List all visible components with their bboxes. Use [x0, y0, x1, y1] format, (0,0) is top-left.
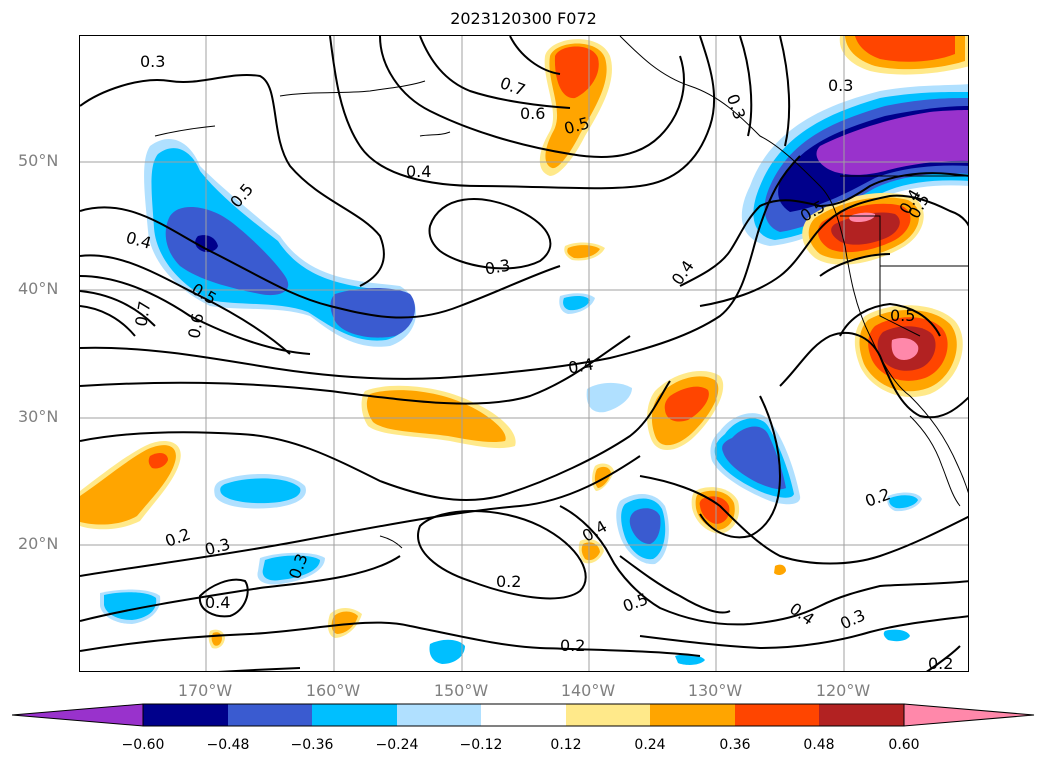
- lat-label-50n: 50°N: [18, 151, 59, 170]
- contour-label: 0.6: [184, 312, 207, 340]
- contour-label: 0.3: [140, 52, 165, 71]
- colorbar-swatch: [481, 704, 566, 726]
- colorbar-tick: 0.36: [719, 737, 751, 753]
- contour-label: 0.2: [863, 484, 893, 511]
- colorbar-swatch: [228, 704, 312, 726]
- coastlines: [154, 36, 968, 549]
- contour-label: 0.4: [567, 354, 595, 377]
- colorbar-tick: 0.12: [550, 737, 582, 753]
- contour-label: 0.4: [406, 162, 431, 181]
- contour-lines: [80, 36, 968, 671]
- contour-label: 0.4: [668, 257, 698, 289]
- contour-label: 0.4: [205, 593, 230, 612]
- colorbar-swatch: [735, 704, 819, 726]
- colorbar-tick: −0.48: [206, 737, 250, 753]
- contour-label: 0.3: [483, 255, 511, 278]
- contour-label: 0.7: [498, 73, 528, 100]
- contour-label: 0.7: [131, 300, 154, 328]
- shaded-fields: [80, 36, 968, 665]
- lon-label-130w: 130°W: [687, 681, 743, 700]
- contour-label: 0.4: [786, 599, 818, 629]
- lon-label-160w: 160°W: [305, 681, 361, 700]
- contour-label: 0.3: [203, 534, 233, 559]
- lon-label-140w: 140°W: [560, 681, 616, 700]
- map-panel: 0.3 0.7 0.6 0.5 0.3 0.3 0.4 0.5 0.4 0.3 …: [79, 35, 969, 672]
- lat-label-20n: 20°N: [18, 534, 59, 553]
- contour-label: 0.2: [163, 524, 193, 551]
- colorbar-tick: 0.60: [888, 737, 920, 753]
- lon-label-170w: 170°W: [177, 681, 233, 700]
- colorbar-tick: −0.24: [375, 737, 419, 753]
- colorbar-tick: −0.60: [121, 737, 165, 753]
- lat-label-40n: 40°N: [18, 279, 59, 298]
- graticule: [80, 36, 968, 671]
- colorbar: [12, 703, 1035, 727]
- map-title: 2023120300 F072: [450, 9, 597, 28]
- colorbar-extend-high: [903, 703, 1035, 727]
- contour-label: 0.2: [560, 636, 585, 655]
- colorbar-extend-low: [12, 703, 144, 727]
- colorbar-swatch: [397, 704, 481, 726]
- colorbar-tick: 0.48: [803, 737, 835, 753]
- colorbar-swatch: [650, 704, 735, 726]
- colorbar-tick: −0.12: [459, 737, 503, 753]
- lon-label-150w: 150°W: [433, 681, 489, 700]
- colorbar-tick: −0.36: [290, 737, 334, 753]
- colorbar-swatch: [312, 704, 397, 726]
- contour-label: 0.2: [928, 654, 953, 672]
- contour-label: 0.3: [828, 76, 853, 95]
- contour-label: 0.3: [837, 605, 868, 633]
- lon-label-120w: 120°W: [815, 681, 871, 700]
- contour-label: 0.6: [520, 104, 545, 123]
- contour-label: 0.2: [496, 572, 521, 591]
- contour-label: 0.5: [620, 589, 650, 616]
- colorbar-swatch: [819, 704, 904, 726]
- contour-label: 0.3: [723, 91, 750, 121]
- contour-label: 0.5: [890, 306, 915, 325]
- lat-label-30n: 30°N: [18, 407, 59, 426]
- colorbar-tick: 0.24: [634, 737, 666, 753]
- colorbar-swatch: [566, 704, 650, 726]
- colorbar-swatch: [143, 704, 228, 726]
- forecast-map: 0.3 0.7 0.6 0.5 0.3 0.3 0.4 0.5 0.4 0.3 …: [80, 36, 968, 672]
